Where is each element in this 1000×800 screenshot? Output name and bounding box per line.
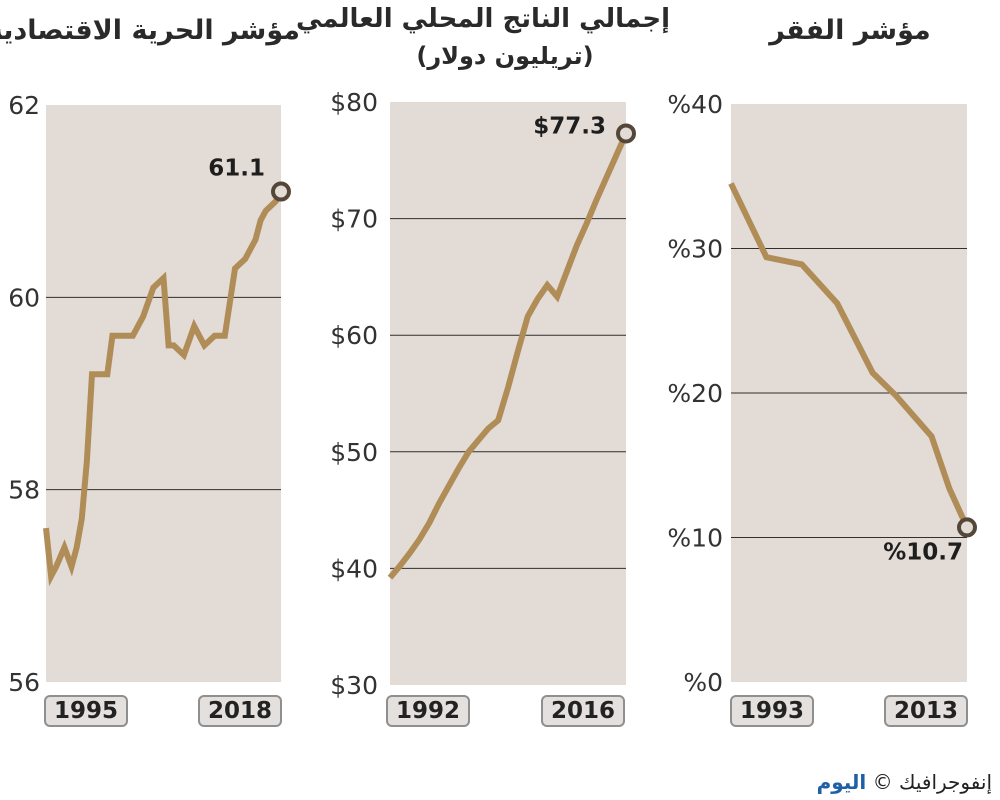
- poverty-y-tick-label: %20: [667, 379, 723, 408]
- freedom-y-tick-label: 60: [8, 283, 40, 312]
- freedom-plot-area: [46, 105, 281, 682]
- footer-label: إنفوجرافيك: [899, 770, 992, 794]
- poverty-chart: %0 %10 %20 %30 %40 %10.7: [667, 90, 977, 697]
- poverty-title: مؤشر الفقر: [769, 15, 931, 46]
- poverty-end-data-label: %10.7: [883, 539, 963, 565]
- freedom-series-line: [43, 190, 284, 587]
- gdp-x-start-label: 1992: [386, 695, 470, 727]
- poverty-end-marker: [957, 517, 977, 538]
- freedom-y-tick-label: 58: [8, 476, 40, 505]
- gdp-title: إجمالي الناتج المحلي العالمي: [296, 4, 670, 34]
- freedom-x-start-label: 1995: [44, 695, 128, 727]
- poverty-y-tick-label: %10: [667, 524, 723, 553]
- poverty-y-tick-label: %40: [667, 90, 723, 119]
- gdp-y-tick-label: $50: [330, 438, 378, 467]
- freedom-end-data-label: 61.1: [208, 156, 265, 182]
- copyright-icon: ©: [872, 770, 893, 794]
- gdp-x-end-label: 2016: [541, 695, 625, 727]
- gdp-y-tick-label: $30: [330, 671, 378, 700]
- poverty-series-line: [728, 182, 970, 529]
- gdp-y-tick-label: $80: [330, 88, 378, 117]
- brand-logo: اليوم: [816, 770, 867, 794]
- gdp-end-marker: [616, 123, 636, 144]
- footer-credit: إنفوجرافيك © اليوم: [817, 770, 992, 794]
- freedom-y-tick-label: 62: [8, 91, 40, 120]
- poverty-y-tick-label: %30: [667, 235, 723, 264]
- gdp-y-tick-label: $40: [330, 554, 378, 583]
- gdp-series-line: [387, 132, 629, 580]
- freedom-end-marker: [271, 181, 291, 202]
- freedom-y-tick-label: 56: [8, 668, 40, 697]
- freedom-x-end-label: 2018: [198, 695, 282, 727]
- poverty-x-start-label: 1993: [730, 695, 814, 727]
- poverty-y-tick-label: %0: [683, 668, 723, 697]
- gdp-end-data-label: $77.3: [533, 113, 606, 139]
- gdp-y-tick-label: $70: [330, 205, 378, 234]
- gdp-subtitle: (تريليون دولار): [416, 42, 594, 70]
- freedom-chart: 56 58 60 62 61.1: [8, 91, 291, 697]
- freedom-title: مؤشر الحرية الاقتصادية: [0, 15, 300, 46]
- poverty-x-end-label: 2013: [884, 695, 968, 727]
- gdp-y-tick-label: $60: [330, 321, 378, 350]
- gdp-chart: $30 $40 $50 $60 $70 $80 $77.3: [330, 88, 636, 700]
